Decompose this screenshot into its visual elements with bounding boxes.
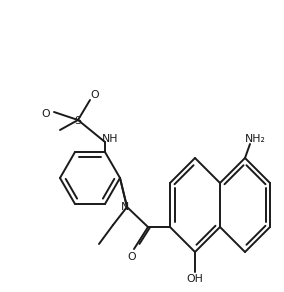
Text: O: O — [42, 109, 50, 119]
Text: O: O — [128, 252, 136, 262]
Text: N: N — [121, 202, 129, 212]
Text: NH: NH — [102, 134, 118, 144]
Text: O: O — [91, 90, 99, 100]
Text: OH: OH — [187, 274, 203, 284]
Text: NH₂: NH₂ — [245, 134, 266, 144]
Text: S: S — [74, 116, 82, 126]
